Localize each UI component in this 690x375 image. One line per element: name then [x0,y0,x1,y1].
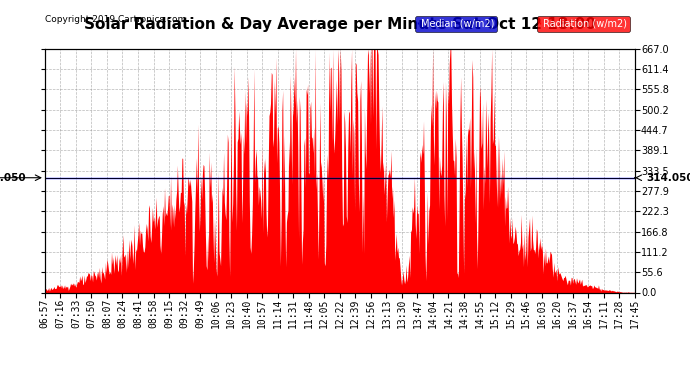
Text: Copyright 2019 Cartronics.com: Copyright 2019 Cartronics.com [45,15,186,24]
Text: 314.050: 314.050 [646,173,690,183]
Text: 314.050: 314.050 [0,173,26,183]
Title: Solar Radiation & Day Average per Minute Sat Oct 12 18:00: Solar Radiation & Day Average per Minute… [84,17,595,32]
Legend: Radiation (w/m2): Radiation (w/m2) [538,16,630,32]
